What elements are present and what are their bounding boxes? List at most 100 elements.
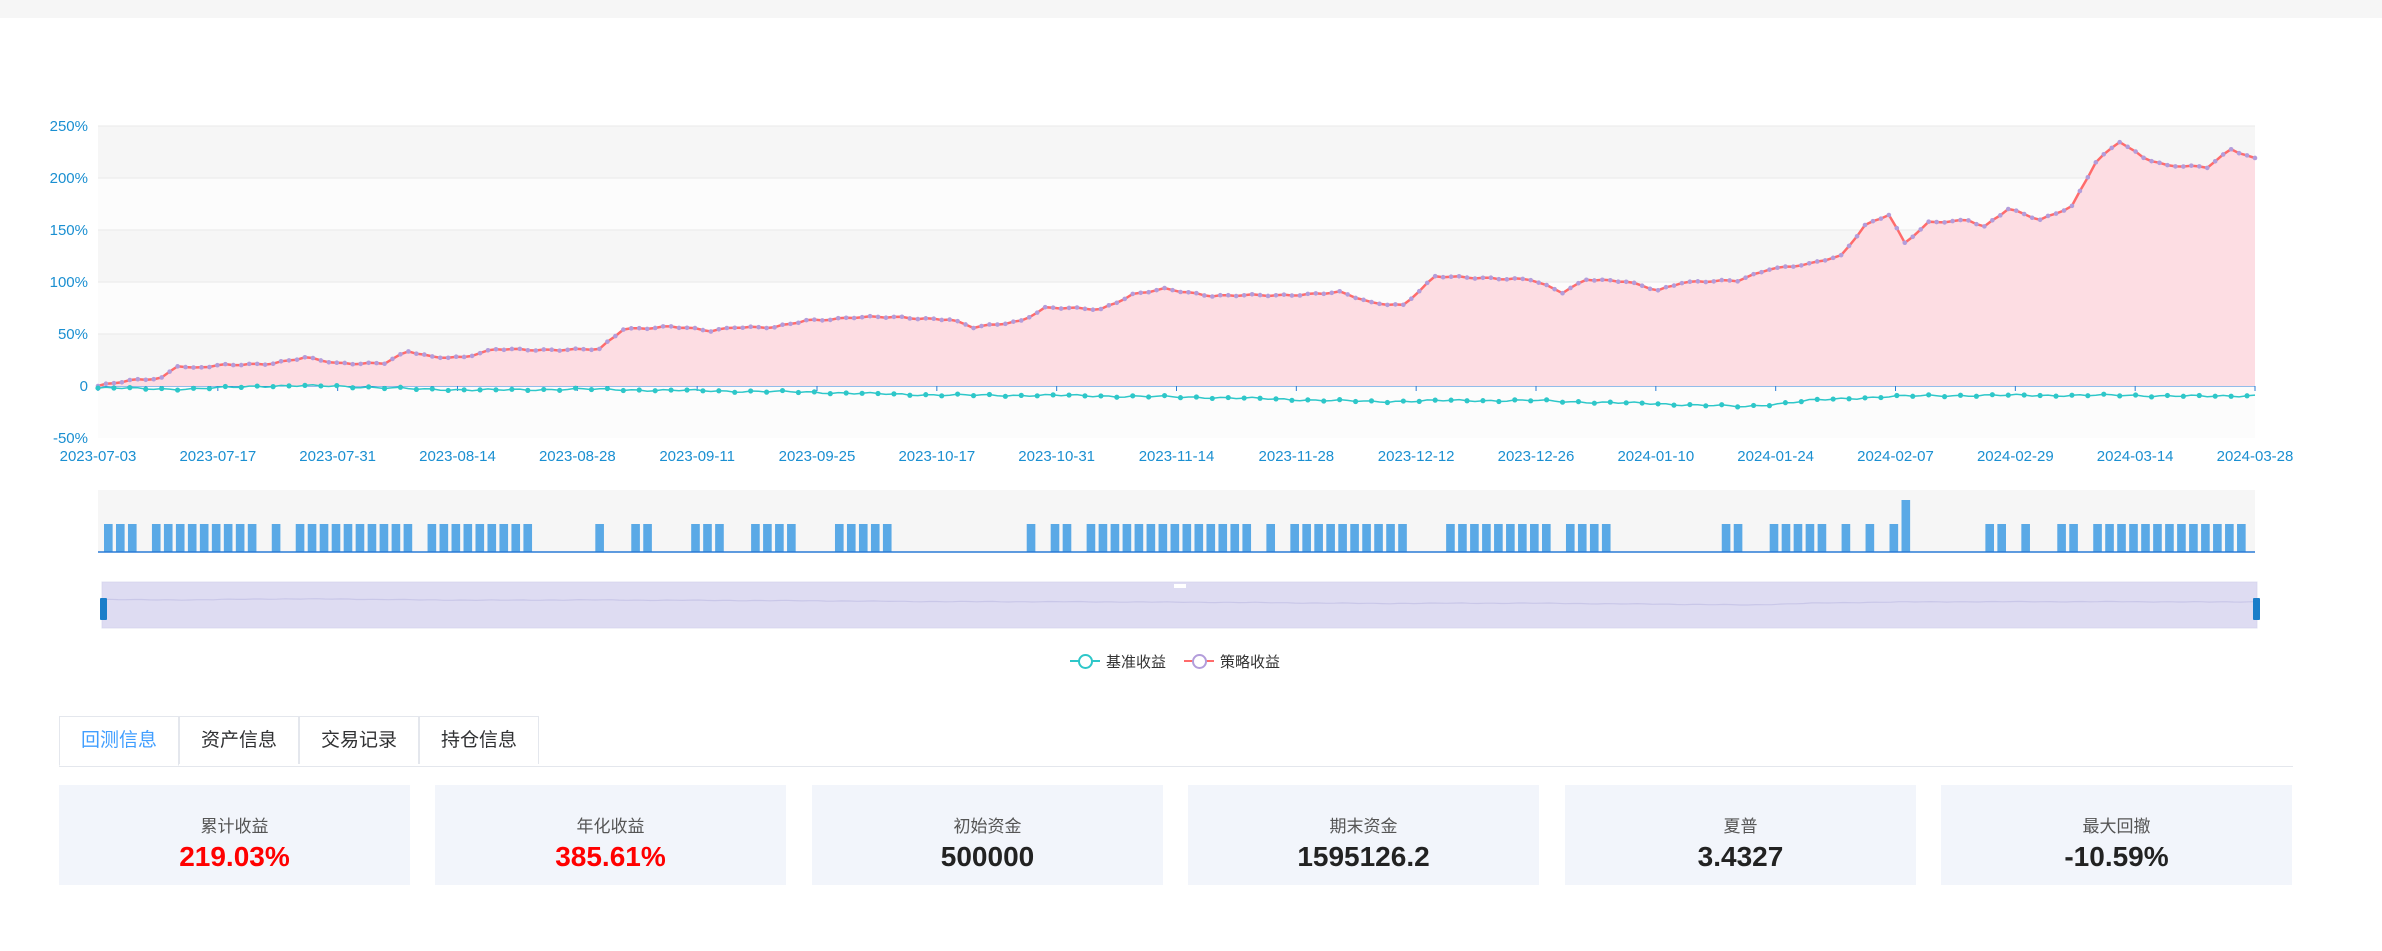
strategy-point	[294, 357, 300, 362]
backtest-return-chart: 250% 200% 150% 100% 50% 0 -50% 2023-07-03 2023-…	[50, 118, 2294, 629]
tab-position-info[interactable]: 持仓信息	[419, 716, 539, 764]
y-axis: 250% 200% 150% 100% 50% 0 -50%	[50, 118, 88, 447]
strategy-point	[875, 314, 881, 320]
strategy-point	[1448, 274, 1454, 279]
benchmark-point	[190, 385, 197, 391]
y-tick-label: 100%	[50, 274, 88, 291]
legend-label-strategy: 策略收益	[1220, 653, 1281, 671]
strategy-point	[350, 361, 356, 367]
strategy-point	[1385, 302, 1390, 308]
volume-bar	[2213, 524, 2222, 552]
benchmark-point	[238, 384, 244, 390]
strategy-point	[1615, 279, 1621, 285]
strategy-point	[2220, 152, 2226, 157]
strategy-point	[1178, 289, 1183, 295]
strategy-point	[772, 325, 777, 330]
strategy-point	[2173, 164, 2178, 169]
stat-card-cumulative-return: 累计收益 219.03%	[59, 785, 410, 885]
strategy-point	[1743, 275, 1748, 280]
y-tick-label: 0	[80, 378, 88, 395]
volume-bar	[463, 524, 473, 552]
benchmark-point	[1878, 394, 1884, 401]
strategy-point	[1711, 279, 1717, 284]
volume-bar	[2069, 524, 2078, 552]
stat-label: 期末资金	[1329, 817, 1398, 836]
strategy-point	[931, 316, 937, 322]
strategy-point	[1830, 255, 1836, 261]
benchmark-point	[1416, 398, 1422, 404]
benchmark-point	[1607, 399, 1613, 405]
strategy-point	[1082, 306, 1088, 312]
volume-bar	[1110, 524, 1120, 552]
benchmark-point	[270, 384, 276, 390]
volume-bar	[2117, 524, 2126, 552]
strategy-point	[231, 362, 236, 368]
strategy-point	[1074, 305, 1080, 310]
strategy-point	[1496, 276, 1502, 282]
stats-cards: 累计收益 219.03% 年化收益 385.61% 初始资金 500000 期末…	[59, 785, 2293, 885]
strategy-point	[246, 361, 252, 367]
series-area[interactable]	[95, 139, 2258, 410]
stat-label: 夏普	[1723, 817, 1758, 836]
benchmark-point	[1544, 397, 1550, 403]
stat-value: 1595126.2	[1297, 841, 1430, 872]
strategy-point	[947, 317, 952, 322]
volume-bar	[2153, 524, 2162, 552]
strategy-point	[1337, 288, 1342, 294]
strategy-point	[692, 325, 698, 331]
strategy-point	[1791, 264, 1796, 269]
zoom-handle-left[interactable]	[100, 598, 107, 620]
volume-bar	[1374, 524, 1383, 552]
strategy-point	[175, 364, 180, 369]
volume-bar	[1086, 524, 1096, 552]
volume-bar	[1026, 524, 1036, 552]
volume-bar	[2189, 524, 2198, 552]
strategy-point	[1751, 271, 1756, 277]
strategy-point	[907, 316, 913, 321]
benchmark-point	[254, 383, 260, 389]
volume-bar	[1889, 524, 1899, 552]
volume-bar	[151, 524, 161, 552]
strategy-point	[1552, 286, 1557, 292]
tab-trade-records[interactable]: 交易记录	[299, 716, 419, 764]
volume-bar	[307, 524, 317, 552]
strategy-point	[1066, 305, 1072, 311]
strategy-point	[191, 365, 196, 370]
tab-asset-info[interactable]: 资产信息	[179, 716, 299, 764]
volume-bar	[1230, 524, 1240, 552]
legend-item-strategy[interactable]: 策略收益	[1184, 651, 1280, 672]
strategy-point	[1114, 300, 1120, 306]
strategy-point	[1377, 301, 1382, 307]
strategy-point	[2228, 146, 2234, 152]
benchmark-point	[302, 382, 308, 388]
benchmark-point	[1273, 396, 1279, 402]
volume-bar	[1206, 524, 1216, 552]
legend-item-benchmark[interactable]: 基准收益	[1070, 651, 1166, 672]
benchmark-point	[1926, 392, 1932, 398]
benchmark-point	[1575, 399, 1582, 405]
volume-bar	[2165, 524, 2174, 552]
strategy-point	[684, 325, 690, 331]
strategy-point	[207, 364, 212, 370]
strategy-point	[2181, 164, 2186, 169]
volume-bar	[775, 524, 784, 552]
benchmark-point	[1352, 398, 1359, 405]
benchmark-point	[1750, 402, 1757, 409]
zoom-handle-right[interactable]	[2253, 598, 2260, 620]
benchmark-point	[1814, 396, 1820, 402]
strategy-point	[414, 351, 419, 357]
zoom-slider[interactable]	[100, 581, 2260, 629]
x-tick-label: 2024-03-28	[2217, 448, 2294, 465]
volume-bar	[1482, 524, 1491, 552]
strategy-point	[827, 317, 833, 323]
strategy-point	[732, 325, 738, 331]
strategy-point	[2149, 158, 2154, 164]
strategy-point	[1910, 234, 1916, 240]
strategy-point	[1353, 295, 1358, 301]
strategy-point	[1631, 280, 1637, 286]
strategy-point	[493, 346, 499, 352]
tab-backtest-info[interactable]: 回测信息	[59, 716, 179, 766]
volume-bar	[2177, 524, 2186, 552]
benchmark-point	[1719, 402, 1725, 408]
strategy-point	[2053, 211, 2059, 216]
